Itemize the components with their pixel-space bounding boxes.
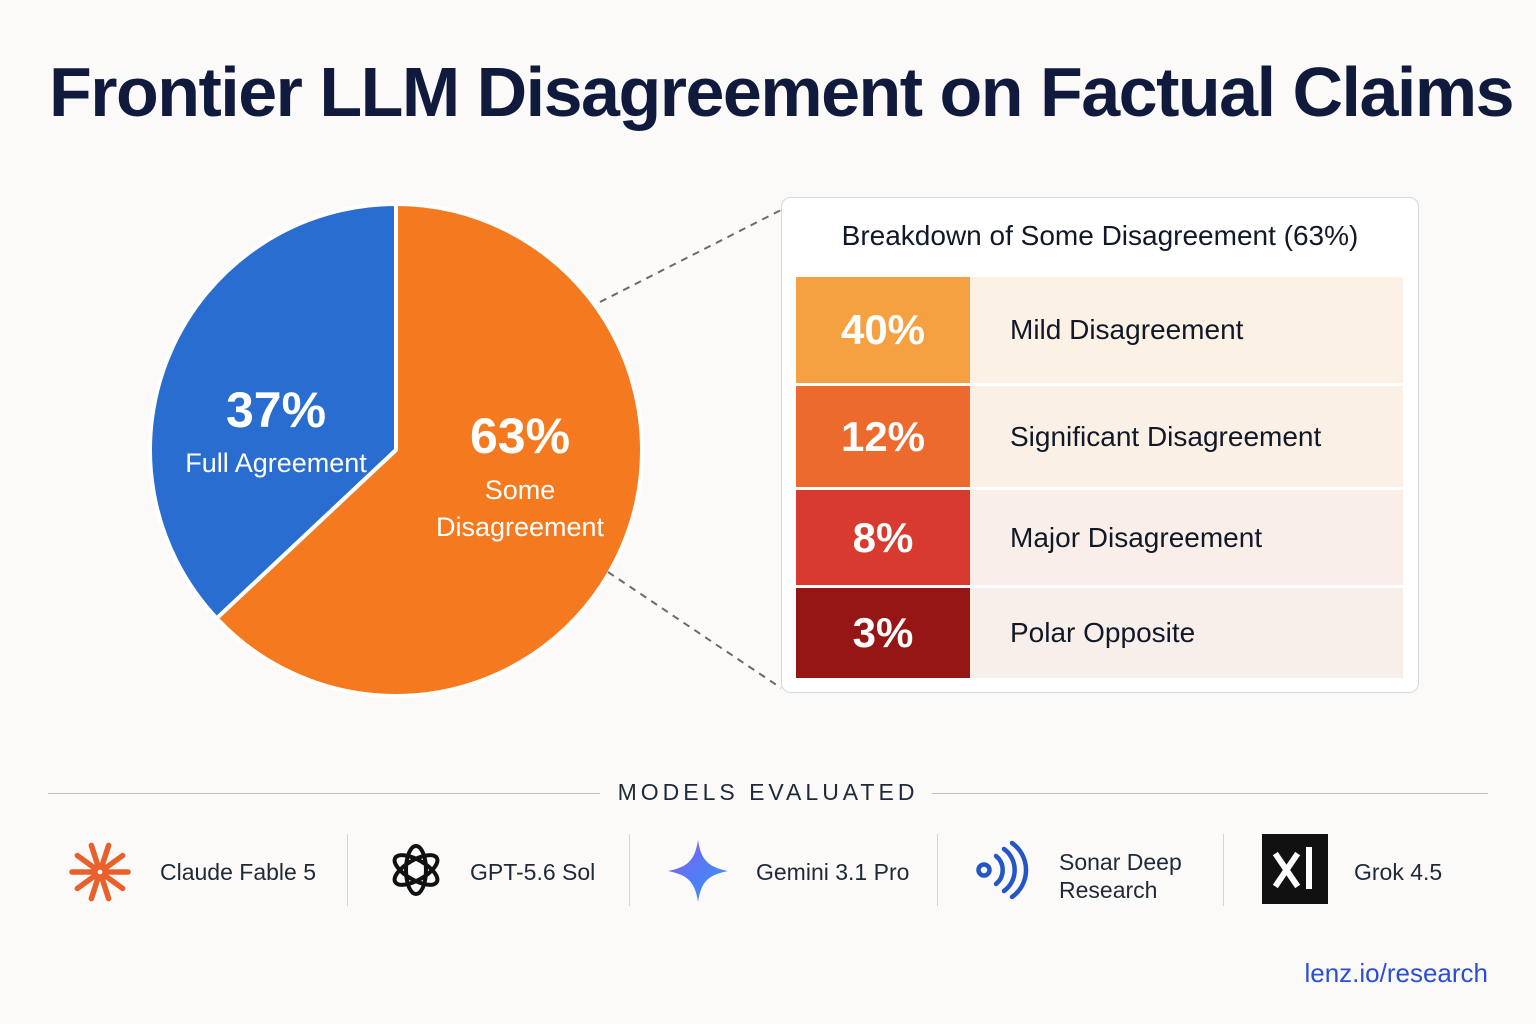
- model-label: Grok 4.5: [1354, 859, 1443, 885]
- model-label: Claude Fable 5: [160, 859, 316, 885]
- pie-category-label: Some: [485, 475, 556, 505]
- page-title: Frontier LLM Disagreement on Factual Cla…: [48, 53, 1515, 131]
- separator: [937, 834, 938, 906]
- pie-chart: 37% Full Agreement 63% Some Disagreement: [148, 202, 782, 698]
- breakdown-row: 12% Significant Disagreement: [796, 386, 1403, 487]
- breakdown-row: 8% Major Disagreement: [796, 490, 1403, 585]
- pie-category-label: Disagreement: [436, 512, 605, 542]
- connector-line-top: [599, 209, 782, 303]
- breakdown-label: Mild Disagreement: [1010, 314, 1244, 345]
- pie-value-label: 63%: [470, 408, 570, 464]
- xi-logo-icon: [1262, 834, 1328, 904]
- sparkle-star-icon: [668, 840, 728, 902]
- models-heading: MODELS EVALUATED: [617, 779, 919, 805]
- separator: [1223, 834, 1224, 906]
- footer-link[interactable]: lenz.io/research: [1304, 958, 1488, 988]
- breakdown-percent: 12%: [796, 386, 970, 487]
- pie-slice-full-agreement: [148, 202, 398, 621]
- pie-slice-some-disagreement: [214, 202, 644, 698]
- pie-value-label: 37%: [226, 382, 326, 438]
- model-label-line-1: Sonar Deep: [1059, 849, 1182, 875]
- breakdown-label: Major Disagreement: [1010, 521, 1263, 553]
- breakdown-percent: 3%: [796, 588, 970, 678]
- separator: [347, 834, 348, 906]
- pie-category-label: Full Agreement: [185, 448, 367, 478]
- divider-left: [48, 793, 600, 794]
- breakdown-label: Significant Disagreement: [1010, 420, 1322, 452]
- signal-waves-icon: [976, 840, 1029, 900]
- model-label: GPT-5.6 Sol: [470, 859, 596, 885]
- divider-right: [932, 793, 1488, 794]
- breakdown-row: 3% Polar Opposite: [796, 588, 1403, 678]
- breakdown-title: Breakdown of Some Disagreement (63%): [841, 220, 1359, 251]
- model-label: Gemini 3.1 Pro: [756, 859, 910, 885]
- separator: [629, 834, 630, 906]
- breakdown-label: Polar Opposite: [1010, 617, 1196, 648]
- knot-logo-icon: [392, 844, 440, 896]
- breakdown-percent: 8%: [796, 490, 970, 585]
- breakdown-percent: 40%: [796, 277, 970, 383]
- connector-line-bottom: [607, 571, 782, 689]
- asterisk-burst-icon: [69, 842, 131, 902]
- model-label-line-2: Research: [1059, 877, 1158, 903]
- breakdown-row: 40% Mild Disagreement: [796, 277, 1403, 383]
- breakdown-panel: Breakdown of Some Disagreement (63%) 40%…: [781, 197, 1419, 693]
